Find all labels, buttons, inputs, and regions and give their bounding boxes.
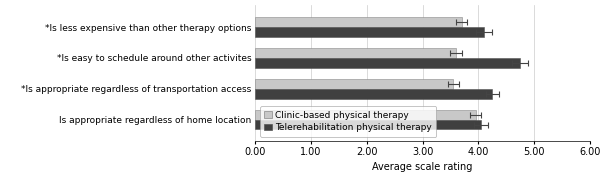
Bar — [255, 89, 492, 99]
X-axis label: Average scale rating: Average scale rating — [372, 162, 473, 172]
Bar — [255, 27, 484, 37]
Bar — [255, 48, 456, 58]
Bar — [255, 120, 481, 129]
Legend: Clinic-based physical therapy, Telerehabilitation physical therapy: Clinic-based physical therapy, Telerehab… — [260, 106, 437, 137]
Bar — [255, 110, 475, 120]
Bar — [255, 58, 520, 68]
Bar — [255, 79, 453, 89]
Bar — [255, 17, 461, 27]
